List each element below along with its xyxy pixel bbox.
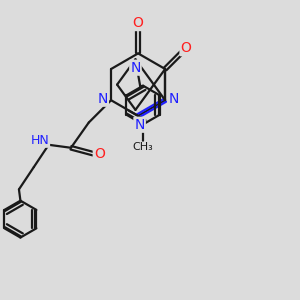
Text: O: O: [133, 16, 143, 30]
Text: N: N: [168, 92, 178, 106]
Text: N: N: [98, 92, 108, 106]
Text: HN: HN: [30, 134, 49, 147]
Text: O: O: [94, 147, 105, 161]
Text: CH₃: CH₃: [133, 142, 153, 152]
Text: N: N: [130, 61, 141, 75]
Text: N: N: [134, 118, 145, 132]
Text: O: O: [181, 41, 191, 55]
